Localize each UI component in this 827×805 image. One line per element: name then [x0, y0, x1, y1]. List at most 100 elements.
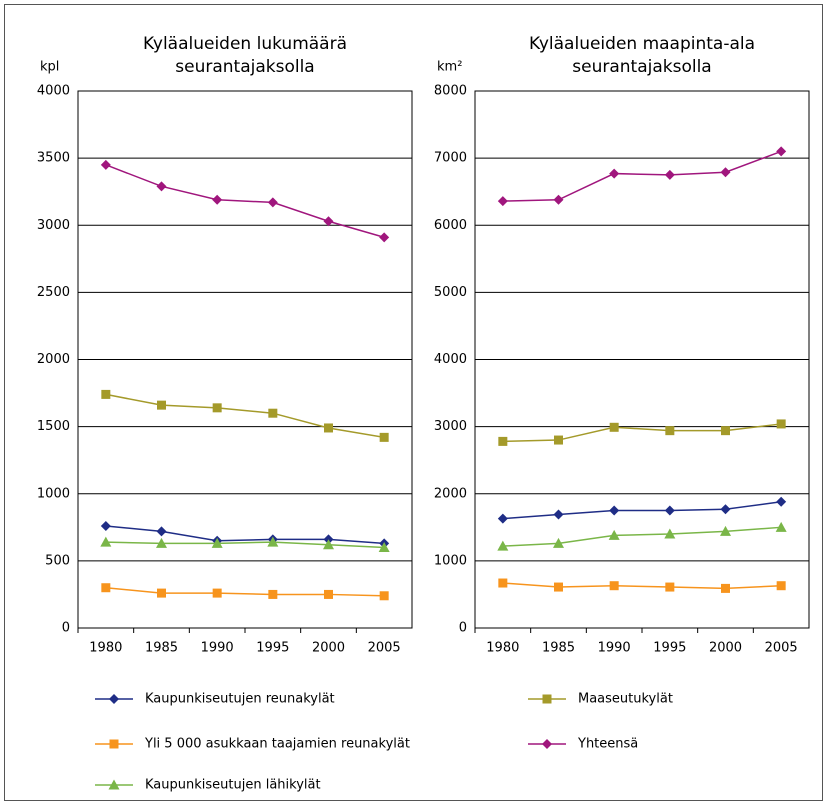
marker — [211, 537, 223, 548]
marker — [101, 583, 111, 593]
line — [105, 393, 385, 439]
line — [502, 423, 782, 443]
legend-label: Yhteensä — [577, 737, 638, 752]
marker — [101, 389, 111, 399]
x-tick-label: 2000 — [709, 641, 742, 656]
marker — [720, 525, 731, 536]
y-tick-label: 1000 — [37, 486, 70, 501]
y-tick-label: 2000 — [37, 352, 70, 367]
marker — [268, 589, 278, 599]
marker — [497, 196, 508, 207]
y-tick-label: 1500 — [37, 419, 70, 434]
marker — [324, 423, 333, 433]
line — [105, 541, 385, 549]
marker — [156, 181, 167, 192]
line — [105, 164, 385, 239]
legend-label: Maaseutukylät — [578, 692, 673, 707]
marker — [553, 509, 564, 520]
marker — [776, 419, 786, 429]
marker — [497, 513, 508, 524]
y-axis-label: kpl — [40, 60, 59, 75]
legend-marker — [109, 739, 119, 749]
x-tick-label: 2005 — [765, 641, 798, 656]
legend-marker — [108, 779, 120, 790]
marker — [553, 537, 564, 548]
marker — [776, 581, 786, 591]
line — [502, 582, 782, 590]
y-tick-label: 4000 — [434, 352, 467, 367]
y-tick-label: 6000 — [434, 218, 467, 233]
legend-label: Yli 5 000 asukkaan taajamien reunakylät — [144, 737, 410, 752]
marker — [720, 504, 731, 515]
marker — [268, 408, 278, 418]
marker — [608, 529, 620, 540]
marker — [664, 169, 675, 180]
marker — [497, 540, 509, 551]
marker — [267, 536, 279, 547]
y-tick-label: 8000 — [434, 84, 467, 99]
marker — [720, 167, 731, 178]
x-tick-label: 1980 — [89, 641, 122, 656]
x-tick-label: 2005 — [368, 641, 401, 656]
marker — [379, 432, 389, 442]
marker — [553, 194, 564, 205]
x-tick-label: 1995 — [256, 641, 289, 656]
x-tick-label: 1980 — [486, 641, 519, 656]
y-tick-label: 3500 — [37, 151, 70, 166]
marker — [554, 435, 563, 445]
marker — [100, 520, 111, 531]
x-tick-label: 1990 — [201, 641, 234, 656]
marker — [212, 403, 222, 413]
y-tick-label: 0 — [62, 621, 70, 636]
line — [502, 526, 782, 547]
y-tick-label: 3000 — [37, 218, 70, 233]
marker — [776, 146, 787, 157]
marker — [212, 588, 222, 598]
marker — [664, 505, 675, 516]
marker — [100, 536, 112, 547]
line — [502, 150, 782, 202]
chart-title: Kyläalueiden lukumäärä seurantajaksolla — [142, 34, 348, 77]
y-tick-label: 1000 — [434, 553, 467, 568]
frame — [4, 4, 823, 801]
marker — [664, 528, 676, 539]
marker — [776, 496, 787, 507]
legend-marker — [109, 694, 119, 704]
marker — [156, 526, 167, 537]
marker — [157, 400, 166, 410]
marker — [323, 216, 334, 227]
x-tick-label: 1990 — [598, 641, 631, 656]
chart-title: Kyläalueiden maapinta-ala seurantajaksol… — [528, 34, 756, 77]
marker — [554, 582, 563, 592]
marker — [379, 232, 390, 243]
marker — [100, 159, 111, 170]
legend-marker — [542, 694, 552, 704]
y-tick-label: 0 — [459, 621, 467, 636]
marker — [324, 589, 333, 599]
marker — [721, 583, 730, 593]
marker — [498, 578, 508, 588]
x-tick-label: 1995 — [653, 641, 686, 656]
marker — [157, 588, 166, 598]
y-axis-label: km² — [437, 60, 462, 75]
y-tick-label: 5000 — [434, 285, 467, 300]
marker — [609, 581, 619, 591]
marker — [323, 539, 334, 550]
line — [105, 586, 385, 597]
legend-label: Kaupunkiseutujen lähikylät — [145, 778, 321, 793]
line — [105, 525, 385, 545]
x-tick-label: 1985 — [145, 641, 178, 656]
marker — [775, 521, 787, 532]
marker — [721, 426, 730, 436]
legend-label: Kaupunkiseutujen reunakylät — [145, 692, 335, 707]
legend-marker — [542, 739, 552, 749]
y-tick-label: 2500 — [37, 285, 70, 300]
y-tick-label: 4000 — [37, 84, 70, 99]
marker — [665, 582, 675, 592]
x-tick-label: 1985 — [542, 641, 575, 656]
marker — [156, 537, 167, 548]
y-tick-label: 3000 — [434, 419, 467, 434]
marker — [379, 591, 389, 601]
